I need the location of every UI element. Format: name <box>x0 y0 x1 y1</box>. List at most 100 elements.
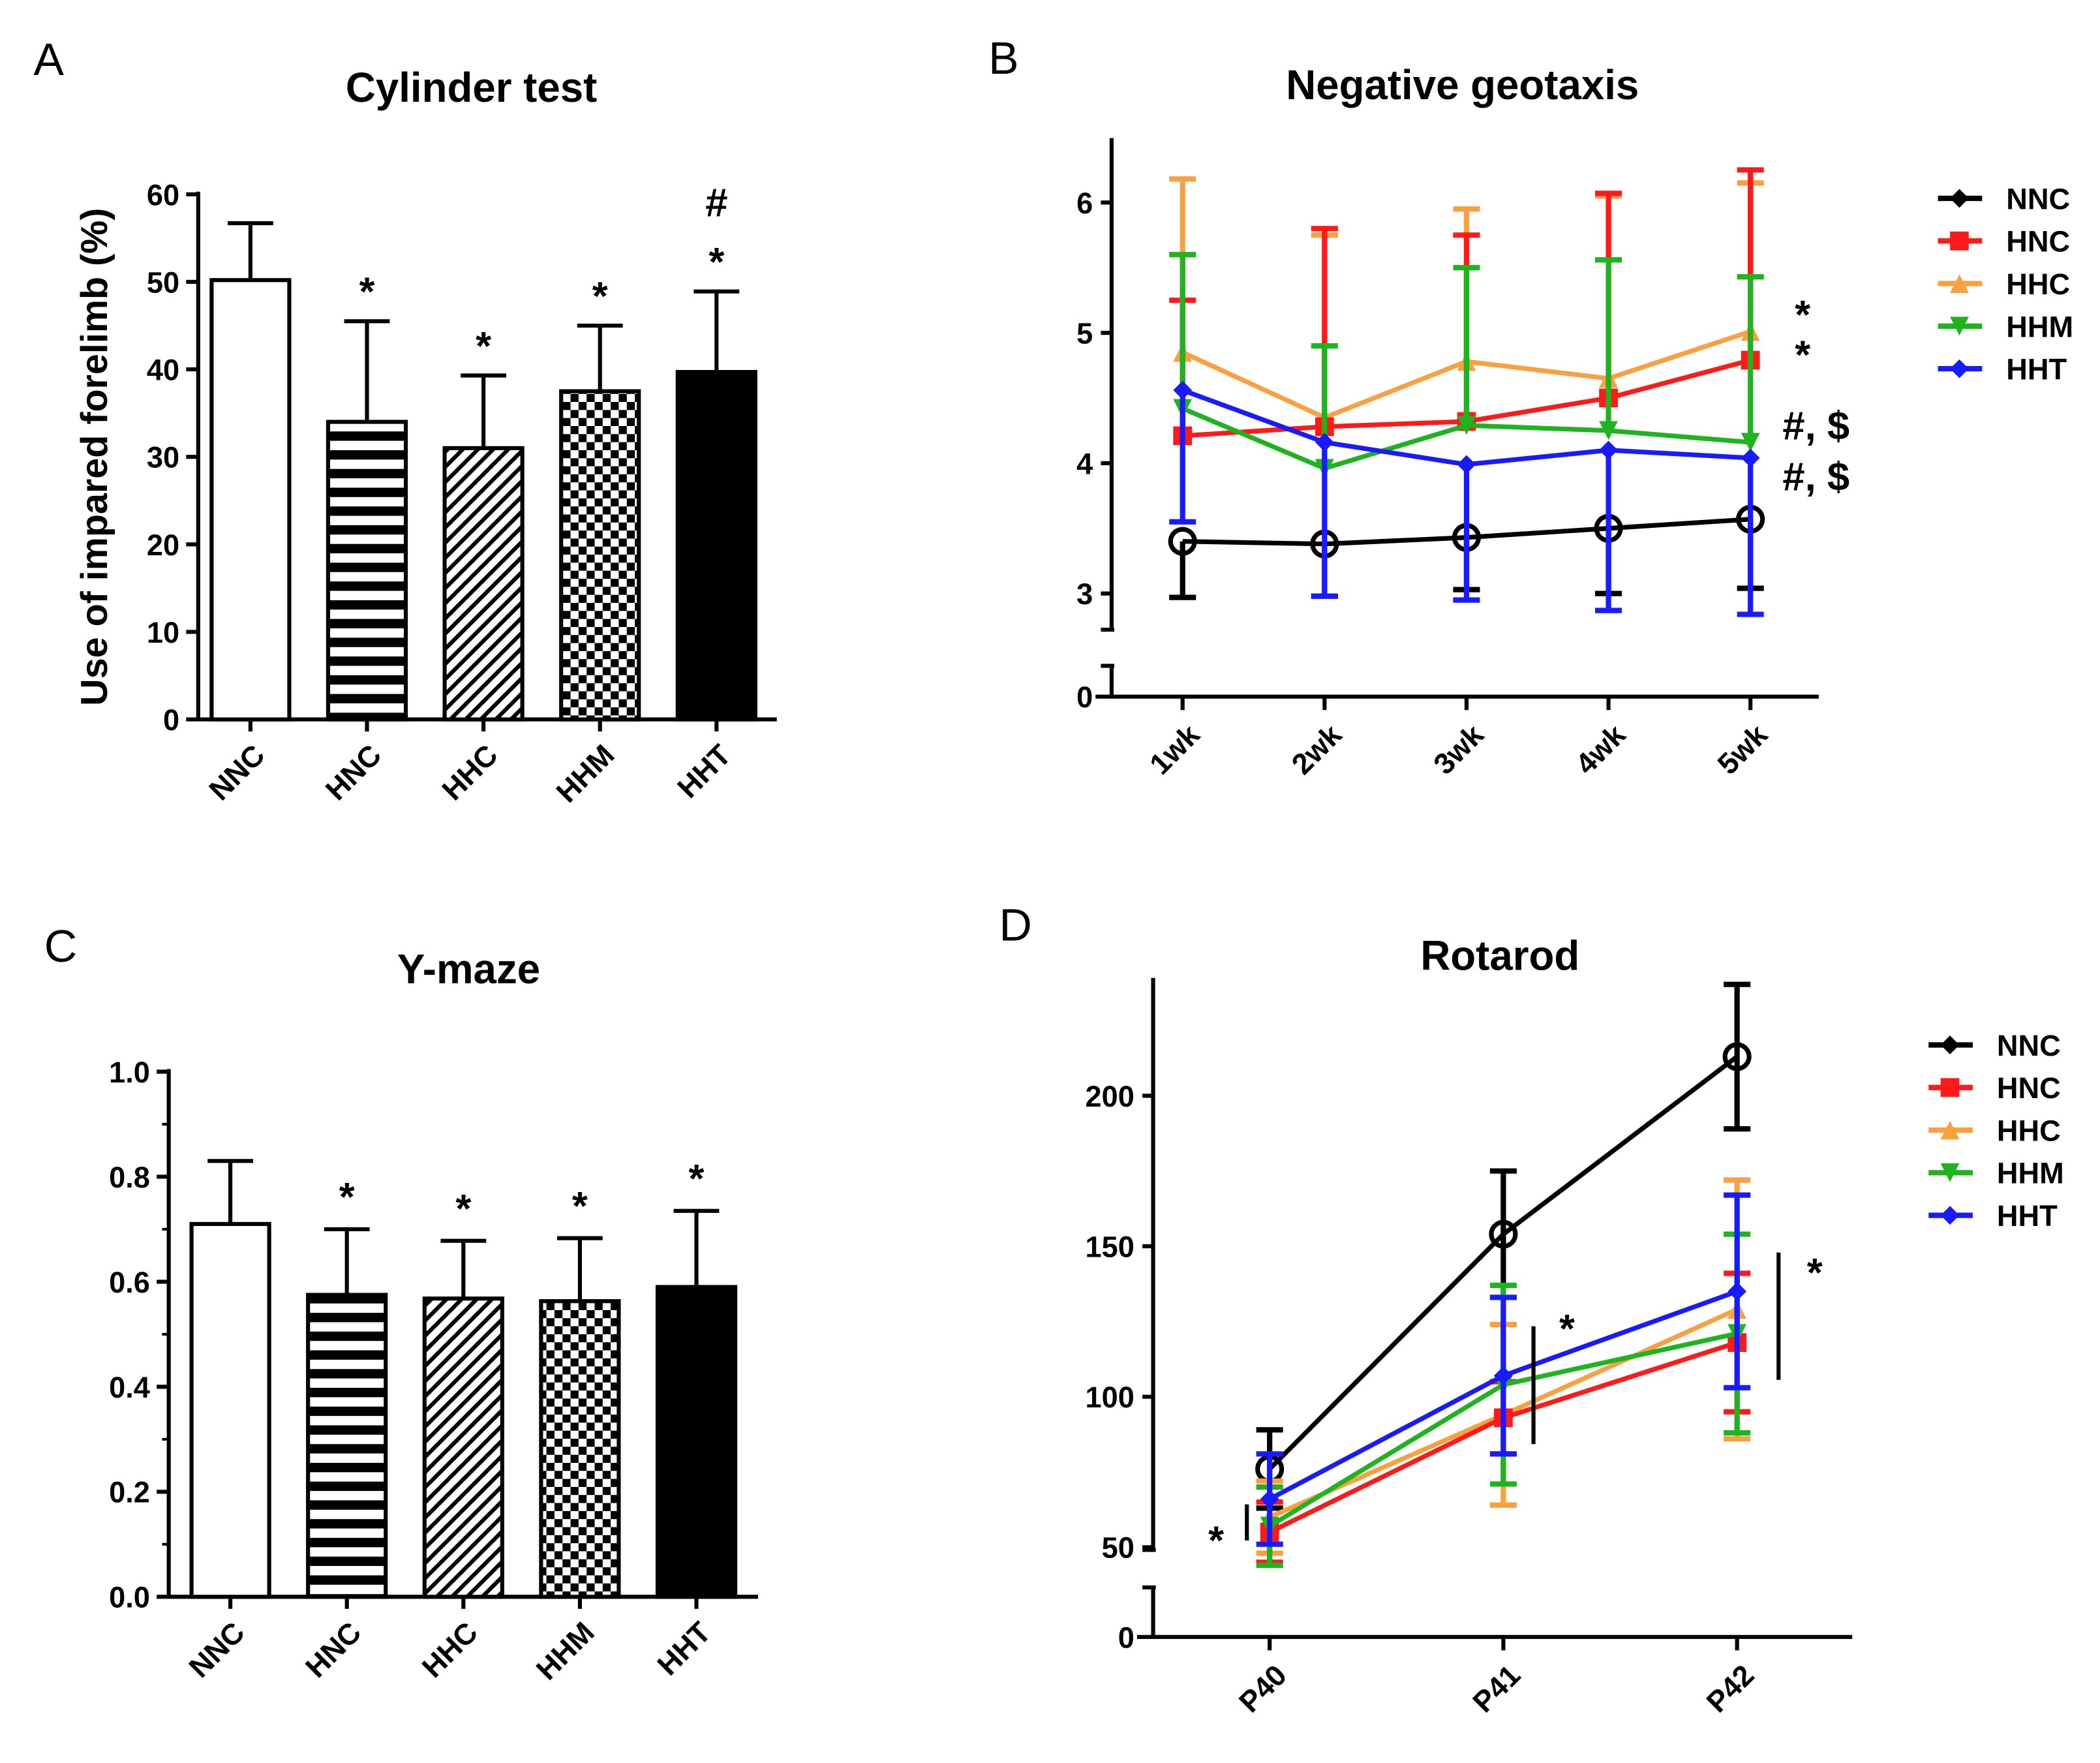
panel-letter: C <box>44 921 77 972</box>
series-hht <box>1169 380 1764 617</box>
bar-nnc <box>209 278 292 722</box>
x-tick-label: 5wk <box>1711 718 1774 781</box>
legend-label: HNC <box>1997 1071 2061 1105</box>
legend-marker <box>1940 1163 1960 1182</box>
legend-label: HHT <box>1997 1199 2058 1233</box>
y-tick-label: 40 <box>147 354 179 387</box>
bar-hnc <box>306 1293 388 1599</box>
panel-letter: A <box>33 34 64 85</box>
data-point <box>1727 1281 1747 1301</box>
legend-marker <box>1950 189 1969 208</box>
y-tick-label: 0 <box>1076 681 1093 714</box>
legend-label: HNC <box>2006 225 2070 258</box>
y-tick-label: 60 <box>147 178 179 211</box>
legend: NNC HNC HHC HHM HHT <box>1938 182 2073 386</box>
legend-marker <box>1940 1120 1960 1140</box>
bar-hht <box>655 1285 738 1599</box>
legend-label: HHM <box>2006 310 2073 343</box>
bar-hhc <box>442 446 525 722</box>
x-tick-label: 1wk <box>1143 718 1206 781</box>
y-tick-label: 50 <box>1102 1531 1134 1565</box>
legend-label: HHC <box>1997 1114 2061 1147</box>
significance-mark: * <box>339 1174 355 1219</box>
significance-mark: * <box>1807 1250 1823 1295</box>
significance-mark: # <box>705 181 727 226</box>
bar-hhc <box>422 1296 504 1599</box>
y-tick-label: 10 <box>147 616 179 649</box>
bar-nnc <box>189 1221 271 1599</box>
legend-label: HHT <box>2006 353 2067 386</box>
data-point <box>1494 1366 1513 1385</box>
data-point <box>1599 421 1618 440</box>
x-tick-label: 2wk <box>1285 718 1348 781</box>
series-hht <box>1256 1192 1751 1547</box>
legend-marker <box>1950 231 1969 251</box>
legend-marker <box>1950 274 1969 293</box>
data-point <box>1722 1042 1752 1071</box>
y-tick-label: 30 <box>147 441 179 474</box>
significance-mark: * <box>1559 1306 1575 1351</box>
y-tick-label: 20 <box>147 529 179 562</box>
legend-label: NNC <box>1997 1029 2061 1062</box>
legend-marker <box>1940 1035 1960 1054</box>
legend-label: HHC <box>2006 268 2070 301</box>
data-point <box>1168 527 1197 556</box>
y-tick-label: 3 <box>1076 577 1093 611</box>
y-tick-label: 4 <box>1076 447 1093 480</box>
significance-mark: * <box>708 239 724 284</box>
significance-mark: * <box>455 1186 471 1231</box>
y-tick-label: 5 <box>1076 317 1093 350</box>
x-tick-label: HHT <box>671 738 737 805</box>
significance-mark: * <box>1208 1518 1224 1563</box>
bar-hhm <box>559 389 641 722</box>
x-tick-label: NNC <box>202 738 271 806</box>
bar-hnc <box>326 420 408 722</box>
y-tick-label: 0.4 <box>109 1371 150 1404</box>
x-tick-label: 4wk <box>1569 718 1632 781</box>
chart-title: Y-maze <box>397 946 540 992</box>
x-tick-label: HNC <box>299 1616 367 1684</box>
panel-d-rotarod: D Rotarod 0 50 100 150 200 P40 P41 P42 NNC HNC HHC HH… <box>999 899 2063 1719</box>
data-point <box>1260 1490 1279 1509</box>
data-point <box>1741 448 1760 468</box>
chart-title: Rotarod <box>1420 932 1579 979</box>
x-tick-label: HHC <box>436 738 504 806</box>
y-tick-label: 200 <box>1085 1080 1134 1113</box>
significance-mark: * <box>592 273 608 318</box>
panel-letter: D <box>999 899 1031 950</box>
y-axis-label: Use of impared forelimb (%) <box>74 208 115 706</box>
x-tick-label: P41 <box>1466 1658 1527 1719</box>
y-tick-label: 0.0 <box>109 1581 150 1614</box>
y-tick-label: 1.0 <box>109 1056 150 1089</box>
x-tick-label: 3wk <box>1427 718 1490 781</box>
data-point <box>1457 416 1476 435</box>
significance-mark: * <box>689 1156 705 1201</box>
x-tick-label: HNC <box>319 738 388 806</box>
y-tick-label: 0.8 <box>109 1161 150 1194</box>
chart-title: Negative geotaxis <box>1286 62 1639 108</box>
data-point <box>1173 380 1193 400</box>
panel-b-negative-geotaxis: B Negative geotaxis 0 3 4 5 6 1wk 2wk 3wk 4wk 5wk NN… <box>988 33 2073 781</box>
y-tick-label: 0 <box>1118 1621 1134 1654</box>
significance-mark: * <box>1795 292 1810 337</box>
y-tick-label: 0.6 <box>109 1266 150 1299</box>
legend-label: HHM <box>1997 1157 2064 1190</box>
significance-mark: #, $ <box>1782 404 1849 449</box>
legend: NNC HNC HHC HHM HHT <box>1928 1029 2064 1233</box>
x-tick-label: P40 <box>1232 1658 1293 1719</box>
x-tick-label: P42 <box>1700 1658 1761 1719</box>
y-tick-label: 150 <box>1085 1230 1134 1263</box>
x-tick-label: HHC <box>416 1616 484 1684</box>
series-hhm <box>1169 252 1764 478</box>
panel-a-cylinder-test: A Cylinder test Use of impared forelimb (%… <box>33 34 777 809</box>
significance-mark: * <box>359 269 375 314</box>
x-tick-label: HHT <box>651 1615 718 1681</box>
panel-letter: B <box>988 33 1019 84</box>
y-tick-label: 0.2 <box>109 1476 150 1509</box>
y-tick-label: 6 <box>1076 187 1093 220</box>
legend-label: NNC <box>2006 182 2070 215</box>
y-tick-label: 0 <box>163 703 179 737</box>
bar-hht <box>675 370 757 722</box>
legend-marker <box>1940 1206 1960 1225</box>
